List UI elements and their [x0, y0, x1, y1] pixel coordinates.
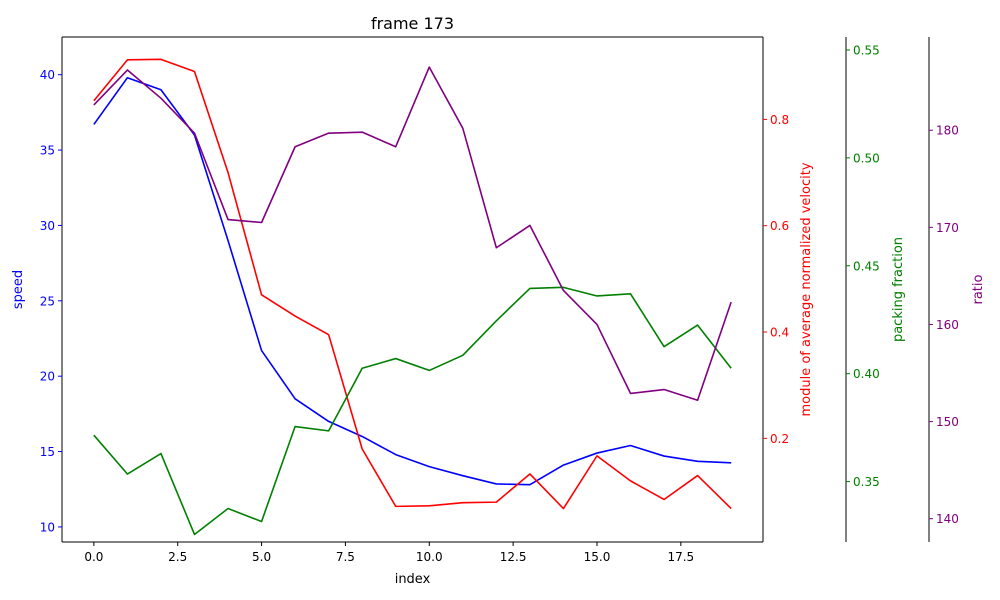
packing-tick-label: 0.45	[853, 259, 880, 273]
speed-tick-label: 20	[40, 370, 55, 384]
ratio-axis-label: ratio	[971, 274, 986, 304]
x-tick-label: 10.0	[416, 550, 443, 564]
speed-tick-label: 35	[40, 144, 55, 158]
series-line-packing	[93, 286, 732, 536]
packing-axis-label: packing fraction	[891, 237, 906, 342]
x-tick-label: 2.5	[168, 550, 187, 564]
x-tick-label: 0.0	[84, 550, 103, 564]
series-line-speed	[93, 76, 732, 486]
packing-tick-label: 0.55	[853, 43, 880, 57]
ratio-tick-label: 170	[936, 221, 959, 235]
x-tick-label: 5.0	[252, 550, 271, 564]
x-tick-label: 15.0	[584, 550, 611, 564]
chart-title: frame 173	[371, 14, 454, 33]
speed-tick-label: 30	[40, 219, 55, 233]
velocity-tick-label: 0.2	[770, 432, 789, 446]
velocity-tick-label: 0.4	[770, 326, 789, 340]
ratio-tick-label: 150	[936, 415, 959, 429]
series-line-ratio	[93, 66, 732, 402]
packing-tick-label: 0.40	[853, 367, 880, 381]
x-axis-label: index	[395, 572, 431, 587]
speed-tick-label: 10	[40, 520, 55, 534]
x-tick-label: 12.5	[500, 550, 527, 564]
packing-tick-label: 0.50	[853, 151, 880, 165]
ratio-tick-label: 140	[936, 512, 959, 526]
speed-tick-label: 15	[40, 445, 55, 459]
velocity-axis-label: module of average normalized velocity	[799, 162, 814, 416]
x-tick-label: 17.5	[667, 550, 694, 564]
ratio-tick-label: 160	[936, 318, 959, 332]
velocity-tick-label: 0.8	[770, 113, 789, 127]
speed-tick-label: 25	[40, 294, 55, 308]
ratio-tick-label: 180	[936, 124, 959, 138]
plot-area	[93, 58, 732, 536]
axes: 0.0 2.5 5.0 7.5 10.0 12.5 15.0 17.5 10 15 20 25 30 35…	[11, 36, 986, 564]
velocity-tick-label: 0.6	[770, 219, 789, 233]
speed-axis-label: speed	[11, 270, 26, 309]
series-line-velocity	[93, 58, 732, 510]
speed-tick-label: 40	[40, 68, 55, 82]
x-tick-label: 7.5	[336, 550, 355, 564]
packing-tick-label: 0.35	[853, 475, 880, 489]
